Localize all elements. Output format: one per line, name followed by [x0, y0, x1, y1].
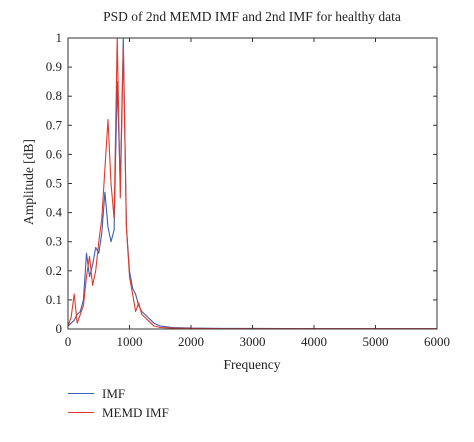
plot-area: 0 1000 2000 3000 4000 5000 6000 0 0.1 0.2 0.3 0.4 0.…	[46, 30, 450, 349]
legend-item-memd-imf: MEMD IMF	[68, 403, 268, 422]
y-tick-label: 0.3	[46, 234, 62, 249]
y-tick-label: 0.7	[46, 117, 63, 132]
series-line-memd-imf	[67, 37, 437, 330]
y-tick-label: 0.9	[46, 59, 62, 74]
legend-label-memd-imf: MEMD IMF	[102, 404, 169, 420]
legend-item-imf: IMF	[68, 384, 268, 403]
y-tick-label: 0.8	[46, 88, 62, 103]
legend-swatch-imf	[68, 393, 94, 394]
x-axis-label: Frequency	[224, 357, 281, 372]
y-tick-label: 0.5	[46, 176, 62, 191]
y-tick-label: 0.4	[46, 205, 63, 220]
legend: IMF MEMD IMF	[68, 384, 268, 422]
y-tick-label: 0.6	[46, 146, 63, 161]
y-tick-label: 0.2	[46, 263, 62, 278]
legend-label-imf: IMF	[102, 385, 126, 401]
x-tick-label: 0	[65, 334, 72, 349]
y-tick-label: 0	[56, 321, 63, 336]
x-tick-label: 6000	[424, 334, 450, 349]
x-tick-label: 1000	[117, 334, 143, 349]
x-tick-label: 3000	[240, 334, 266, 349]
y-axis-label: Amplitude [dB]	[21, 139, 36, 225]
axes-box	[67, 37, 438, 330]
y-tick-label: 0.1	[46, 292, 62, 307]
x-tick-label: 2000	[178, 334, 204, 349]
chart-title: PSD of 2nd MEMD IMF and 2nd IMF for heal…	[103, 9, 401, 24]
legend-swatch-memd-imf	[68, 412, 94, 413]
y-tick-label: 1	[56, 30, 63, 45]
x-tick-label: 5000	[363, 334, 389, 349]
x-tick-label: 4000	[301, 334, 327, 349]
